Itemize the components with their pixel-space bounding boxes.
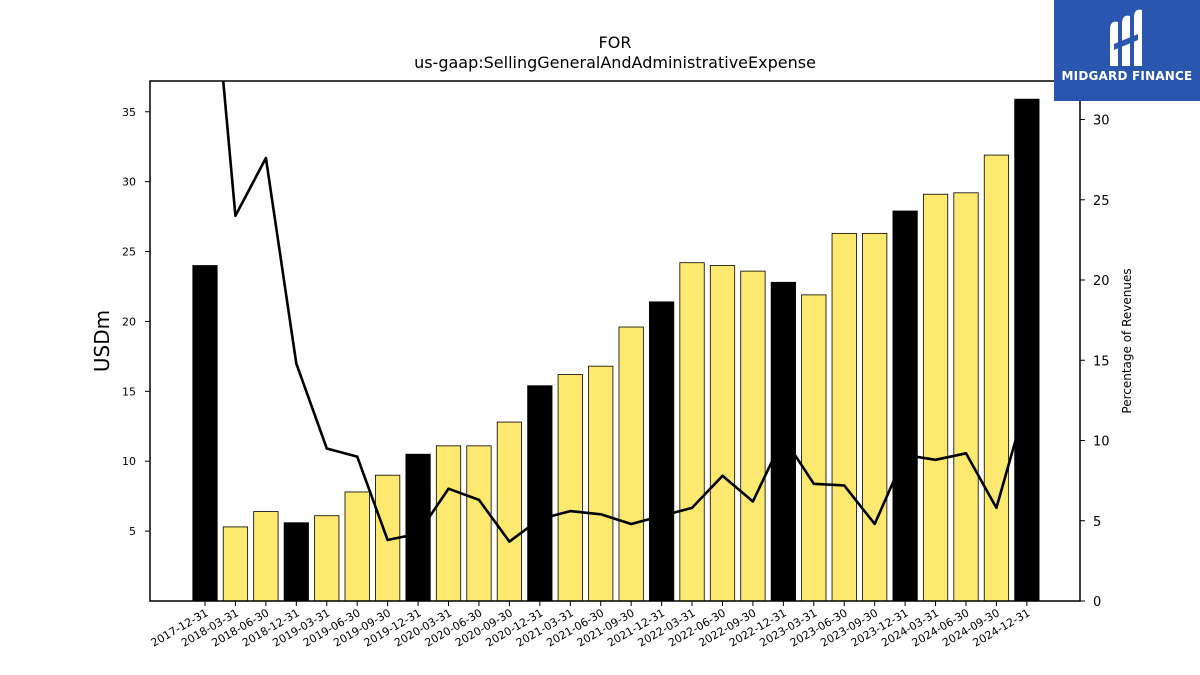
midgard-m-logo-icon <box>1110 9 1142 66</box>
bar <box>496 421 523 602</box>
plot-frame <box>149 80 1081 602</box>
bar <box>892 210 918 602</box>
bar <box>466 445 492 602</box>
bar <box>862 232 888 602</box>
y-tick-label: 20 <box>122 315 136 328</box>
bar <box>222 526 249 602</box>
y-tick-label: 10 <box>122 455 136 468</box>
y2-tick-label: 10 <box>1093 435 1110 450</box>
y2-tick-label: 5 <box>1093 515 1101 530</box>
bar <box>953 192 979 602</box>
y2-axis-label: Percentage of Revenues <box>1120 268 1134 413</box>
bar <box>527 385 553 602</box>
bar <box>618 326 644 602</box>
bar <box>770 281 796 602</box>
bar <box>435 445 462 602</box>
y-axis-label: USDm <box>90 310 114 372</box>
bar <box>679 262 705 602</box>
bar <box>801 294 827 602</box>
bar <box>283 522 309 602</box>
chart-title: FORus-gaap:SellingGeneralAndAdministrati… <box>414 33 816 72</box>
y-tick-label: 35 <box>122 106 136 119</box>
bar <box>253 511 279 602</box>
logo-text: MIDGARD FINANCE <box>1061 69 1193 83</box>
y-tick-label: 30 <box>122 176 136 189</box>
bar <box>922 193 949 602</box>
chart-title-line: us-gaap:SellingGeneralAndAdministrativeE… <box>414 53 816 72</box>
bar <box>740 270 766 602</box>
bar <box>344 491 370 602</box>
y-tick-label: 5 <box>129 525 136 538</box>
bar <box>314 515 340 602</box>
chart-title-line: FOR <box>599 33 632 52</box>
midgard-finance-logo: MIDGARD FINANCE <box>1054 0 1200 101</box>
bars <box>192 98 1040 602</box>
bar <box>588 365 614 602</box>
y-tick-label: 25 <box>122 246 136 259</box>
bar <box>192 265 218 602</box>
y2-tick-label: 0 <box>1093 595 1101 610</box>
bar <box>405 453 431 602</box>
y2-tick-label: 20 <box>1093 274 1110 289</box>
bar <box>649 301 675 602</box>
y2-tick-label: 30 <box>1093 114 1110 129</box>
bar <box>1014 98 1040 602</box>
bar <box>557 374 583 602</box>
y2-tick-label: 15 <box>1093 354 1110 369</box>
y2-tick-label: 25 <box>1093 194 1110 209</box>
y-tick-label: 15 <box>122 385 136 398</box>
bar <box>709 265 736 602</box>
bar <box>831 232 857 602</box>
line-series <box>221 81 1029 543</box>
line-series-path <box>221 81 1029 543</box>
bar <box>983 154 1010 602</box>
